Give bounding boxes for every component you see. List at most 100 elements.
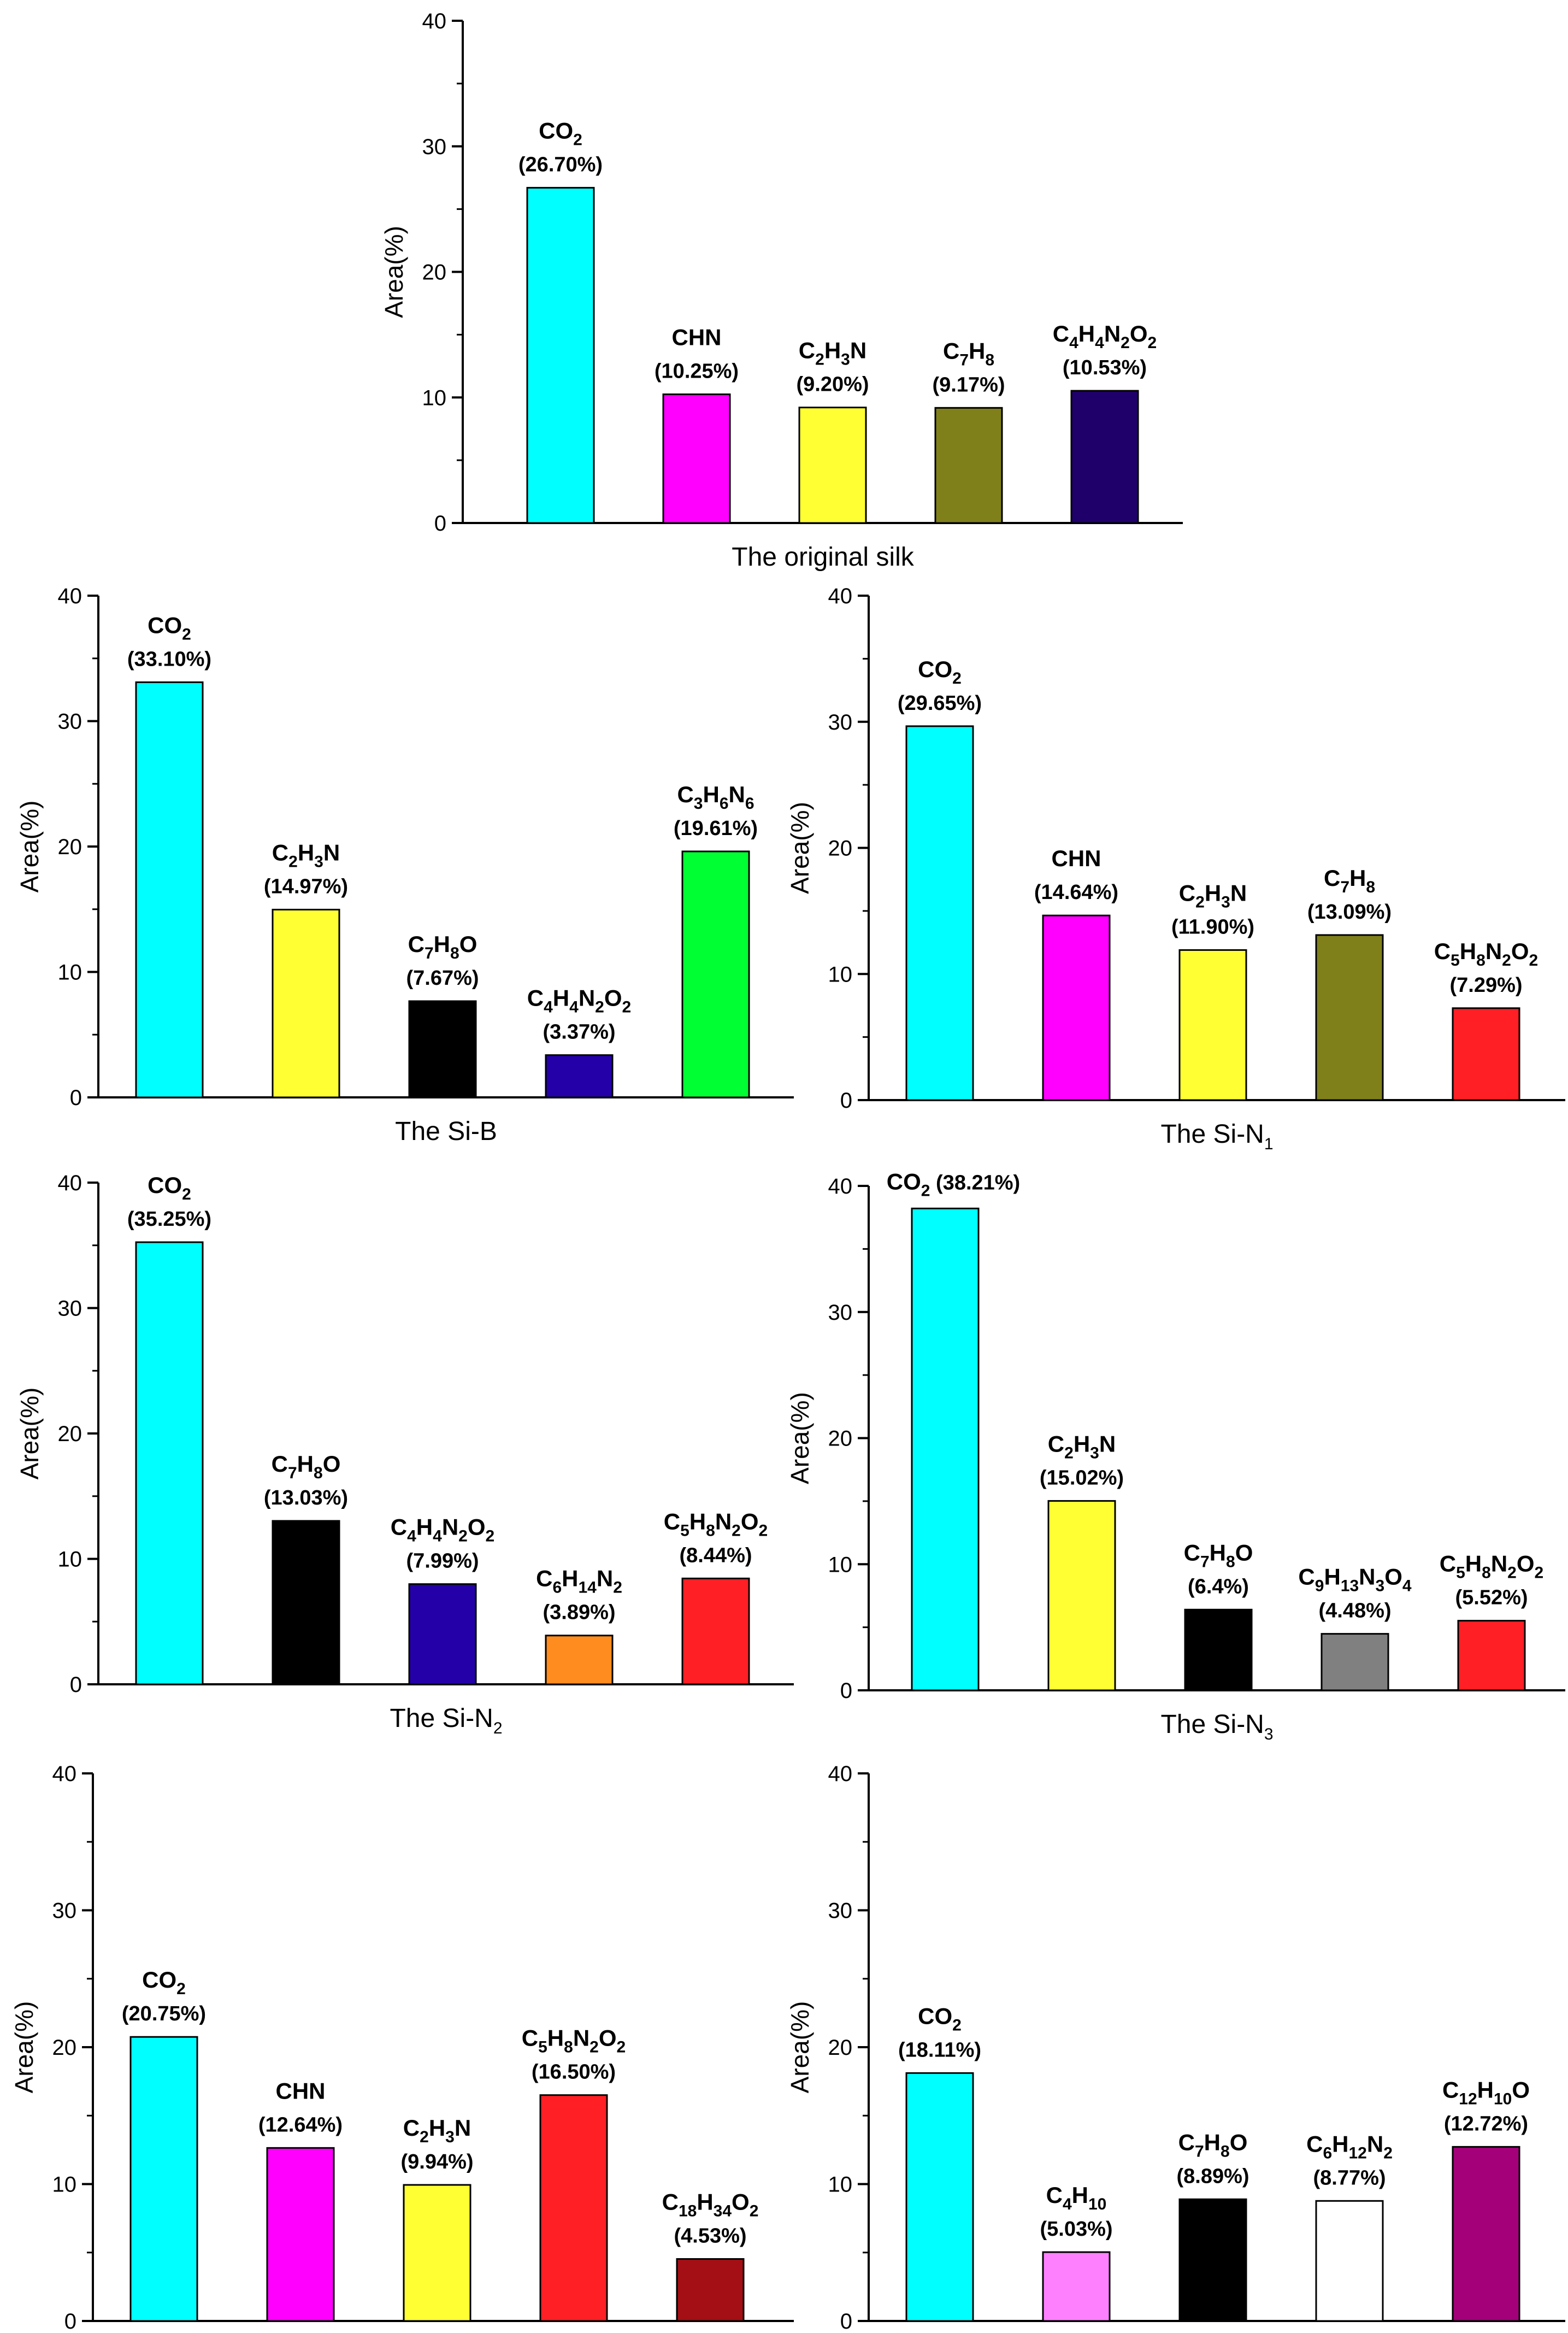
bar-c5h8n2o2	[681, 1577, 750, 1685]
bar-formula-label: C7H8	[943, 338, 994, 369]
bar-value-label: (20.75%)	[122, 2002, 206, 2025]
bar-value-label: (3.37%)	[543, 1021, 615, 1044]
chart-panel-1: 0 10 20 30 40 Area(%) (26.70%) CO2 (10.25%) CHN (9…	[380, 9, 1183, 572]
bar-chn	[266, 2147, 335, 2322]
bar-co2	[135, 681, 204, 1098]
bar-value-label: (14.64%)	[1034, 881, 1118, 904]
y-tick-label: 20	[58, 1422, 82, 1446]
bar-value-label: (10.53%)	[1063, 356, 1147, 379]
y-tick-label: 30	[58, 1297, 82, 1321]
y-tick-label: 0	[840, 1089, 852, 1113]
bar-formula-label: CO2	[142, 1967, 186, 1998]
bar-label: CO2 (38.21%)	[887, 1168, 1020, 1200]
bar-c5h8n2o2	[539, 2094, 608, 2322]
chart-panel-6: 0 10 20 30 40 Area(%) (20.75%) CO2 (12.64%) CHN (9…	[10, 1762, 794, 2333]
bar-value-label: (11.90%)	[1171, 915, 1254, 938]
bar-value-label: (7.67%)	[406, 967, 479, 990]
y-tick-label: 10	[828, 962, 853, 986]
chart-panel-7: 0 10 20 30 40 Area(%) (18.11%) CO2 (5.03%) C4H10 (…	[786, 1762, 1565, 2333]
y-tick-label: 0	[70, 1086, 82, 1110]
bar-co2	[905, 725, 974, 1101]
bar-formula-label: C5H8N2O2	[1440, 1551, 1543, 1582]
bar-value-label: (18.11%)	[898, 2038, 981, 2061]
bar-formula-label: C4H4N2O2	[391, 1514, 494, 1545]
y-axis-label: Area(%)	[380, 226, 408, 318]
y-tick-label: 0	[434, 512, 446, 536]
y-tick-label: 40	[422, 9, 447, 33]
chart-panel-3: 0 10 20 30 40 Area(%) (29.65%) CO2 (14.64%) CHN (1…	[786, 584, 1565, 1153]
bar-value-label: (35.25%)	[127, 1208, 211, 1231]
bar-c3h6n6	[681, 850, 750, 1098]
y-axis-label: Area(%)	[786, 802, 814, 894]
bar-c7h8	[934, 407, 1003, 524]
bar-c5h8n2o2	[1457, 1620, 1526, 1691]
bar-value-label: (9.17%)	[932, 373, 1005, 396]
y-tick-label: 40	[828, 1174, 853, 1198]
bar-formula-label: C4H4N2O2	[1053, 321, 1157, 352]
bar-c7h8	[1315, 934, 1384, 1101]
panel-title: The original silk	[732, 543, 914, 572]
bar-formula-label: CO2	[539, 118, 582, 149]
bar-value-label: (5.03%)	[1040, 2218, 1112, 2241]
bar-formula-label: C2H3N	[403, 2115, 471, 2146]
bar-co2	[129, 2036, 198, 2322]
bar-formula-label: C18H34O2	[662, 2189, 759, 2220]
bar-value-label: (7.99%)	[406, 1550, 479, 1573]
y-axis-label: Area(%)	[10, 2001, 38, 2094]
bar-value-label: (19.61%)	[674, 817, 758, 840]
bar-co2	[911, 1207, 980, 1691]
y-tick-label: 40	[52, 1762, 77, 1786]
y-axis-label: Area(%)	[786, 1392, 814, 1484]
bar-formula-label: CHN	[276, 2078, 326, 2103]
bar-value-label: (13.03%)	[264, 1486, 348, 1509]
bar-formula-label: C2H3N	[272, 839, 340, 871]
bar-formula-label: C5H8N2O2	[1434, 938, 1538, 969]
bar-chn	[1042, 914, 1111, 1101]
y-tick-label: 30	[52, 1899, 77, 1923]
y-axis-label: Area(%)	[15, 1388, 44, 1480]
bar-c4h4n2o2	[1070, 390, 1139, 524]
bar-value-label: (26.70%)	[518, 154, 603, 177]
y-tick-label: 30	[828, 710, 853, 734]
bar-c2h3n	[272, 908, 340, 1098]
y-tick-label: 40	[828, 584, 853, 608]
y-tick-label: 0	[840, 2310, 852, 2333]
bar-formula-label: C7H8O	[408, 931, 478, 962]
bar-value-label: (5.52%)	[1455, 1586, 1528, 1609]
y-tick-label: 10	[58, 961, 82, 985]
bar-c6h12n2	[1315, 2200, 1384, 2322]
bar-c7h8o	[1184, 1608, 1253, 1691]
bar-formula-label: C7H8O	[272, 1451, 341, 1482]
chart-panel-2: 0 10 20 30 40 Area(%) (33.10%) CO2 (14.97%) C2H3N…	[15, 584, 794, 1146]
bar-value-label: (7.29%)	[1449, 974, 1522, 997]
bar-value-label: (15.02%)	[1040, 1466, 1124, 1489]
bar-formula-label: CHN	[672, 325, 722, 350]
bar-co2	[135, 1241, 204, 1685]
y-axis-label: Area(%)	[786, 2001, 814, 2094]
bar-c5h8n2o2	[1452, 1007, 1520, 1101]
bar-formula-label: CO2	[148, 612, 191, 643]
bar-co2	[526, 187, 595, 524]
bar-value-label: (10.25%)	[655, 360, 739, 383]
y-tick-label: 10	[828, 1553, 853, 1577]
bar-value-label: (16.50%)	[532, 2061, 616, 2084]
bar-value-label: (3.89%)	[543, 1601, 615, 1624]
y-tick-label: 20	[828, 837, 853, 861]
y-tick-label: 40	[58, 584, 82, 608]
bar-formula-label: CO2	[918, 2003, 962, 2034]
bar-chn	[662, 393, 731, 524]
bar-formula-label: C6H14N2	[536, 1566, 622, 1597]
bar-value-label: (8.44%)	[679, 1544, 752, 1567]
bar-formula-label: C7H8O	[1184, 1539, 1253, 1571]
bar-formula-label: C3H6N6	[677, 781, 754, 813]
y-tick-label: 0	[70, 1673, 82, 1697]
bar-formula-label: C7H8O	[1178, 2129, 1248, 2160]
panel-title: The Si-N1	[1160, 1120, 1273, 1153]
bar-value-label: (4.48%)	[1318, 1600, 1391, 1623]
bar-c6h14n2	[545, 1635, 614, 1685]
panel-title: The Si-N3	[1160, 1710, 1273, 1743]
bar-value-label: (6.4%)	[1188, 1575, 1249, 1598]
bar-formula-label: C2H3N	[1048, 1431, 1116, 1462]
bar-c7h8o	[272, 1520, 340, 1685]
